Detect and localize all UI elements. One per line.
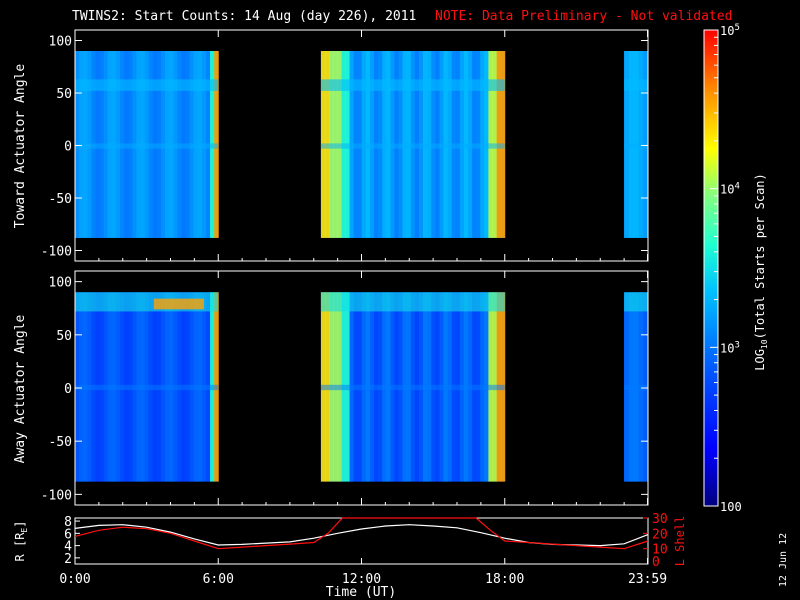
xtick-label: 18:00 (485, 572, 524, 587)
away-ytick-label: -50 (49, 435, 72, 450)
orbit-lines (74, 517, 649, 550)
xtick-label: 12:00 (342, 572, 381, 587)
colorbar-tick-label: 104 (720, 182, 740, 197)
colorbar: 105 104 103 100 LOG10(Total Starts per Scan… (703, 23, 769, 514)
colorbar-ticks: 105 104 103 100 (710, 23, 742, 514)
away-data-segment (624, 292, 649, 482)
colorbar-label: LOG10(Total Starts per Scan) (753, 173, 769, 371)
preliminary-note: NOTE: Data Preliminary - Not validated (435, 9, 732, 24)
toward-data-segment (320, 51, 506, 238)
away-heatmap-panel: 100 50 0 -50 -100 Away Actuator Angle (13, 270, 649, 506)
l-shell-series-line (74, 517, 649, 550)
xtick-label: 23:59 (628, 572, 667, 587)
colorbar-tick-label: 103 (720, 340, 740, 355)
toward-data-segment (75, 51, 219, 238)
away-data-segment (75, 292, 219, 482)
away-y-axis-label: Away Actuator Angle (13, 314, 28, 463)
lshell-ytick-label: 0 (652, 555, 660, 570)
xtick-label: 6:00 (203, 572, 234, 587)
colorbar-tick-label: 105 (720, 23, 740, 38)
colorbar-tick-label: 100 (720, 500, 742, 514)
toward-ytick-label: -50 (49, 192, 72, 207)
away-ytick-label: -100 (41, 488, 72, 503)
toward-y-axis: 100 50 0 -50 -100 (41, 30, 649, 261)
away-ytick-label: 0 (64, 382, 72, 397)
toward-ytick-label: 100 (49, 35, 72, 50)
away-heatmap-data (75, 292, 649, 482)
colorbar-gradient (704, 30, 718, 506)
lshell-axis-label: L Shell (673, 516, 687, 567)
lshell-ytick-label: 10 (652, 543, 668, 558)
x-axis-label: Time (UT) (326, 585, 396, 600)
toward-ytick-label: 50 (56, 87, 72, 102)
r-ytick-label: 2 (64, 552, 72, 567)
away-ytick-label: 50 (56, 329, 72, 344)
toward-heatmap-panel: 100 50 0 -50 -100 Toward Actuator Angle (13, 29, 649, 262)
toward-heatmap-data (75, 51, 649, 238)
lshell-ytick-label: 30 (652, 512, 668, 527)
date-stamp: 12 Jun 12 (778, 533, 789, 587)
r-distance-series-line (74, 524, 649, 547)
orbit-plot-frame (74, 517, 649, 565)
xtick-label: 0:00 (59, 572, 90, 587)
toward-ytick-label: -100 (41, 245, 72, 260)
r-axis-label: R [RE] (13, 521, 29, 562)
toward-data-segment (624, 51, 649, 238)
away-ytick-label: 100 (49, 276, 72, 291)
toward-ytick-label: 0 (64, 140, 72, 155)
toward-y-axis-label: Toward Actuator Angle (13, 64, 28, 229)
r-ytick-label: 4 (64, 540, 72, 555)
away-data-segment (320, 292, 506, 482)
r-ytick-label: 6 (64, 527, 72, 542)
chart-title: TWINS2: Start Counts: 14 Aug (day 226), … (72, 9, 416, 24)
lshell-ytick-label: 20 (652, 527, 668, 542)
r-ytick-label: 8 (64, 515, 72, 530)
away-y-axis: 100 50 0 -50 -100 (41, 271, 649, 505)
